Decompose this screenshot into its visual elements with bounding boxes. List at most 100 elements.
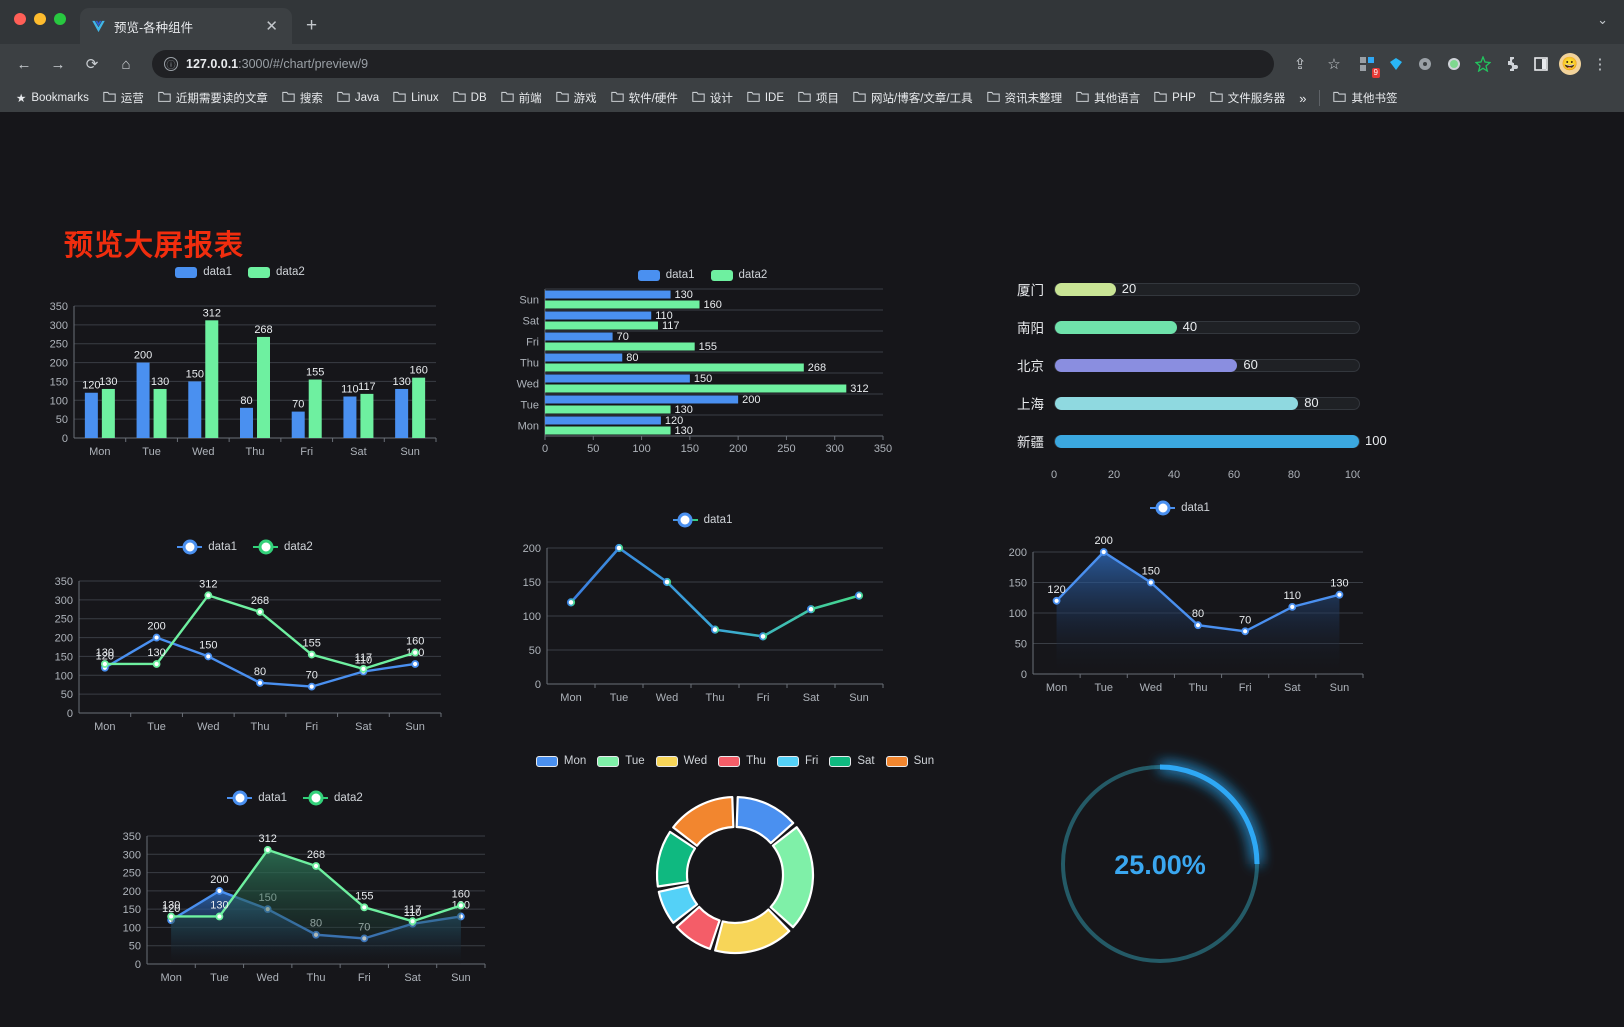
bookmark-item[interactable]: 游戏 bbox=[550, 87, 603, 109]
bar[interactable] bbox=[291, 411, 305, 438]
legend-item-thu[interactable]: Thu bbox=[718, 755, 766, 767]
extension-blocks-icon[interactable]: 9 bbox=[1354, 51, 1380, 78]
share-icon[interactable]: ⇪ bbox=[1293, 56, 1307, 73]
progress-track[interactable]: 40 bbox=[1054, 319, 1360, 334]
bookmark-item[interactable]: 前端 bbox=[495, 87, 548, 109]
pie-slice[interactable] bbox=[769, 826, 815, 929]
data-point[interactable] bbox=[167, 912, 176, 921]
bar[interactable] bbox=[412, 377, 426, 438]
data-point[interactable] bbox=[1146, 578, 1155, 587]
bar[interactable] bbox=[545, 416, 661, 425]
bar[interactable] bbox=[84, 392, 98, 438]
minimize-window-button[interactable] bbox=[34, 13, 46, 25]
data-point[interactable] bbox=[152, 660, 161, 668]
data-point[interactable] bbox=[806, 605, 816, 614]
data-point[interactable] bbox=[456, 901, 465, 910]
window-controls[interactable] bbox=[14, 13, 66, 25]
bookmark-item[interactable]: 网站/博客/文章/工具 bbox=[847, 87, 979, 109]
bookmark-item[interactable]: Java bbox=[331, 87, 385, 109]
data-point[interactable] bbox=[1099, 548, 1108, 556]
bar[interactable] bbox=[343, 396, 357, 438]
legend-item-tue[interactable]: Tue bbox=[597, 755, 645, 767]
legend-item-data1[interactable]: data1 bbox=[175, 266, 232, 278]
pie-slice[interactable] bbox=[657, 884, 699, 924]
bookmark-item[interactable]: 运营 bbox=[97, 87, 150, 109]
circle-green-icon[interactable] bbox=[1441, 51, 1467, 77]
bar[interactable] bbox=[545, 321, 658, 330]
data-point[interactable] bbox=[1194, 621, 1202, 630]
gear-wheel-icon[interactable] bbox=[1412, 51, 1438, 77]
bar[interactable] bbox=[545, 384, 847, 393]
progress-track[interactable]: 80 bbox=[1054, 395, 1360, 410]
bar[interactable] bbox=[545, 374, 690, 383]
puzzle-icon[interactable] bbox=[1499, 51, 1525, 77]
bar[interactable] bbox=[545, 342, 695, 351]
data-point[interactable] bbox=[215, 886, 224, 895]
new-tab-button[interactable]: + bbox=[306, 15, 318, 36]
data-point[interactable] bbox=[411, 660, 420, 668]
pie-slice[interactable] bbox=[672, 795, 735, 847]
bookmark-item[interactable]: DB bbox=[447, 87, 493, 109]
address-bar[interactable]: ⓘ 127.0.0.1:3000/#/chart/preview/9 bbox=[152, 50, 1274, 78]
bar[interactable] bbox=[360, 393, 374, 438]
data-point[interactable] bbox=[263, 845, 272, 854]
bar[interactable] bbox=[153, 388, 167, 438]
bookmark-item[interactable]: PHP bbox=[1148, 87, 1202, 109]
data-point[interactable] bbox=[662, 577, 672, 587]
data-point[interactable] bbox=[312, 862, 320, 870]
data-point[interactable] bbox=[1288, 603, 1297, 611]
data-point[interactable] bbox=[307, 650, 316, 659]
maximize-window-button[interactable] bbox=[54, 13, 66, 25]
close-window-button[interactable] bbox=[14, 13, 26, 25]
close-icon[interactable]: ✕ bbox=[265, 17, 278, 35]
bar[interactable] bbox=[395, 388, 409, 438]
bar[interactable] bbox=[545, 311, 652, 320]
bar[interactable] bbox=[545, 426, 671, 435]
data-point[interactable] bbox=[100, 660, 109, 668]
site-info-icon[interactable]: ⓘ bbox=[164, 57, 178, 71]
bookmark-item[interactable]: Linux bbox=[387, 87, 445, 109]
bookmark-star-icon[interactable]: ☆ bbox=[1327, 56, 1341, 73]
bar[interactable] bbox=[545, 332, 613, 341]
bar[interactable] bbox=[545, 300, 700, 309]
bookmark-item[interactable]: IDE bbox=[741, 87, 790, 109]
data-point[interactable] bbox=[204, 652, 213, 661]
legend-item-data1[interactable]: data1 bbox=[637, 269, 695, 281]
home-icon[interactable]: ⌂ bbox=[121, 55, 131, 73]
forward-icon[interactable]: → bbox=[50, 55, 66, 73]
back-icon[interactable]: ← bbox=[16, 55, 32, 73]
bookmark-item[interactable]: 项目 bbox=[792, 87, 845, 109]
star-green-icon[interactable] bbox=[1470, 51, 1496, 77]
chevron-down-icon[interactable]: ⌄ bbox=[1597, 12, 1608, 27]
diamond-icon[interactable] bbox=[1383, 51, 1409, 77]
pie-slice[interactable] bbox=[735, 795, 795, 845]
data-point[interactable] bbox=[411, 648, 420, 657]
bar[interactable] bbox=[545, 363, 804, 372]
bookmark-item[interactable]: 其他语言 bbox=[1070, 87, 1146, 109]
bookmark-item[interactable]: 搜索 bbox=[276, 87, 329, 109]
data-point[interactable] bbox=[1241, 627, 1250, 636]
bar[interactable] bbox=[257, 336, 270, 438]
legend-item-mon[interactable]: Mon bbox=[535, 755, 586, 767]
pie-slice[interactable] bbox=[675, 905, 721, 950]
bar[interactable] bbox=[240, 407, 253, 438]
legend-item-data1[interactable]: data1 bbox=[1150, 502, 1210, 514]
progress-track[interactable]: 100 bbox=[1054, 433, 1387, 448]
reload-icon[interactable]: ⟳ bbox=[85, 56, 99, 73]
bar[interactable] bbox=[205, 320, 219, 438]
legend-item-wed[interactable]: Wed bbox=[655, 755, 707, 767]
bookmarks-root[interactable]: ★ Bookmarks bbox=[10, 88, 95, 108]
legend-item-data2[interactable]: data2 bbox=[253, 541, 313, 553]
line-series[interactable] bbox=[570, 546, 860, 638]
data-point[interactable] bbox=[758, 632, 768, 641]
sidepanel-icon[interactable] bbox=[1528, 51, 1554, 77]
data-point[interactable] bbox=[1052, 596, 1061, 605]
browser-menu-icon[interactable]: ⋮ bbox=[1592, 56, 1608, 73]
legend-item-data1[interactable]: data1 bbox=[227, 792, 287, 804]
data-point[interactable] bbox=[1335, 590, 1344, 599]
pie-slice[interactable] bbox=[714, 908, 791, 955]
bar[interactable] bbox=[101, 388, 115, 438]
bar[interactable] bbox=[188, 381, 202, 438]
pie-slice[interactable] bbox=[655, 830, 697, 888]
bookmark-item[interactable]: 资讯未整理 bbox=[981, 87, 1069, 109]
